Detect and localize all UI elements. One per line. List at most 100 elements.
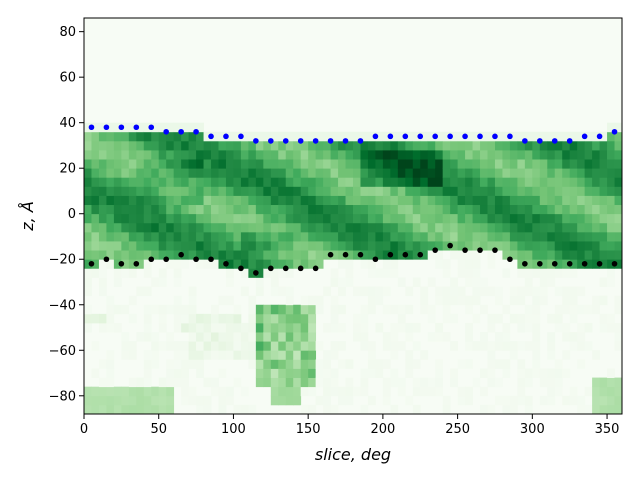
heatmap-cell	[225, 186, 234, 196]
heatmap-cell	[420, 186, 429, 196]
heatmap-cell	[240, 204, 249, 215]
heatmap-cell	[577, 304, 586, 315]
heatmap-cell	[599, 241, 608, 251]
heatmap-cell	[599, 231, 608, 242]
heatmap-cell	[91, 177, 100, 187]
heatmap-cell	[405, 350, 414, 360]
heatmap-cell	[584, 177, 593, 187]
heatmap-cell	[166, 168, 175, 178]
heatmap-cell	[577, 177, 586, 187]
heatmap-cell	[315, 140, 324, 151]
heatmap-cell	[98, 150, 107, 160]
heatmap-cell	[375, 140, 384, 151]
heatmap-cell	[128, 204, 137, 215]
heatmap-cell	[196, 259, 204, 269]
heatmap-cell	[293, 140, 302, 151]
heatmap-cell	[106, 250, 115, 260]
heatmap-cell	[502, 304, 511, 315]
heatmap-cell	[285, 313, 294, 324]
heatmap-cell	[517, 231, 526, 242]
heatmap-cell	[532, 322, 541, 333]
heatmap-cell	[367, 350, 376, 360]
heatmap-cell	[166, 377, 175, 388]
heatmap-cell	[480, 368, 488, 378]
heatmap-cell	[494, 313, 503, 324]
heatmap-cell	[427, 277, 436, 287]
upper-boundary-point	[327, 138, 334, 144]
heatmap-cell	[151, 404, 160, 414]
heatmap-cell	[151, 177, 160, 187]
heatmap-cell	[233, 131, 242, 142]
heatmap-cell	[308, 404, 317, 414]
heatmap-cell	[412, 204, 421, 215]
heatmap-cell	[345, 259, 354, 269]
heatmap-cell	[263, 341, 272, 351]
heatmap-cell	[158, 150, 167, 160]
heatmap-cell	[509, 213, 518, 224]
heatmap-cell	[577, 159, 586, 169]
upper-boundary-point	[163, 128, 169, 135]
heatmap-cell	[427, 159, 436, 169]
heatmap-cell	[607, 177, 615, 187]
heatmap-cell	[345, 150, 354, 160]
heatmap-cell	[225, 295, 234, 306]
heatmap-cell	[502, 332, 511, 342]
heatmap-cell	[562, 332, 571, 342]
heatmap-cell	[233, 186, 242, 196]
heatmap-cell	[128, 159, 137, 169]
heatmap-cell	[106, 168, 115, 178]
heatmap-cell	[91, 222, 100, 233]
lower-boundary-point	[402, 251, 409, 258]
heatmap-cell	[248, 168, 257, 178]
heatmap-cell	[196, 350, 204, 360]
heatmap-cell	[300, 359, 309, 369]
heatmap-cell	[278, 213, 287, 224]
heatmap-cell	[113, 241, 122, 251]
heatmap-cell	[285, 259, 294, 269]
heatmap-cell	[494, 395, 503, 406]
heatmap-cell	[517, 131, 526, 142]
heatmap-cell	[84, 241, 92, 251]
heatmap-cell	[330, 150, 339, 160]
heatmap-cell	[166, 186, 175, 196]
heatmap-cell	[255, 213, 264, 224]
heatmap-cell	[330, 222, 339, 233]
heatmap-cell	[91, 168, 100, 178]
heatmap-cell	[554, 222, 563, 233]
heatmap-cell	[487, 404, 496, 414]
heatmap-cell	[472, 295, 481, 306]
heatmap-cell	[270, 131, 279, 142]
heatmap-cell	[420, 350, 429, 360]
upper-boundary-point	[462, 133, 468, 140]
heatmap-cell	[547, 395, 556, 406]
heatmap-cell	[106, 150, 115, 160]
heatmap-cell	[584, 304, 593, 315]
heatmap-cell	[345, 131, 354, 142]
heatmap-cell	[136, 222, 145, 233]
heatmap-cell	[569, 268, 578, 278]
heatmap-cell	[360, 213, 369, 224]
heatmap-cell	[240, 322, 249, 333]
heatmap-cell	[480, 186, 488, 196]
upper-boundary-point	[88, 124, 95, 131]
heatmap-cell	[211, 332, 219, 342]
heatmap-cell	[113, 277, 122, 287]
heatmap-cell	[442, 150, 451, 160]
heatmap-cell	[599, 222, 608, 233]
heatmap-cell	[450, 150, 459, 160]
heatmap-cell	[98, 122, 107, 133]
heatmap-cell	[106, 313, 115, 324]
heatmap-cell	[278, 159, 287, 169]
heatmap-cell	[293, 168, 302, 178]
heatmap-cell	[614, 332, 622, 342]
heatmap-cell	[315, 150, 324, 160]
heatmap-cell	[166, 332, 175, 342]
heatmap-cell	[203, 195, 212, 206]
heatmap-cell	[248, 222, 257, 233]
heatmap-cell	[330, 295, 339, 306]
heatmap-cell	[450, 286, 459, 297]
heatmap-cell	[218, 241, 227, 251]
heatmap-cell	[240, 222, 249, 233]
heatmap-cell	[524, 377, 533, 388]
heatmap-cell	[442, 295, 451, 306]
